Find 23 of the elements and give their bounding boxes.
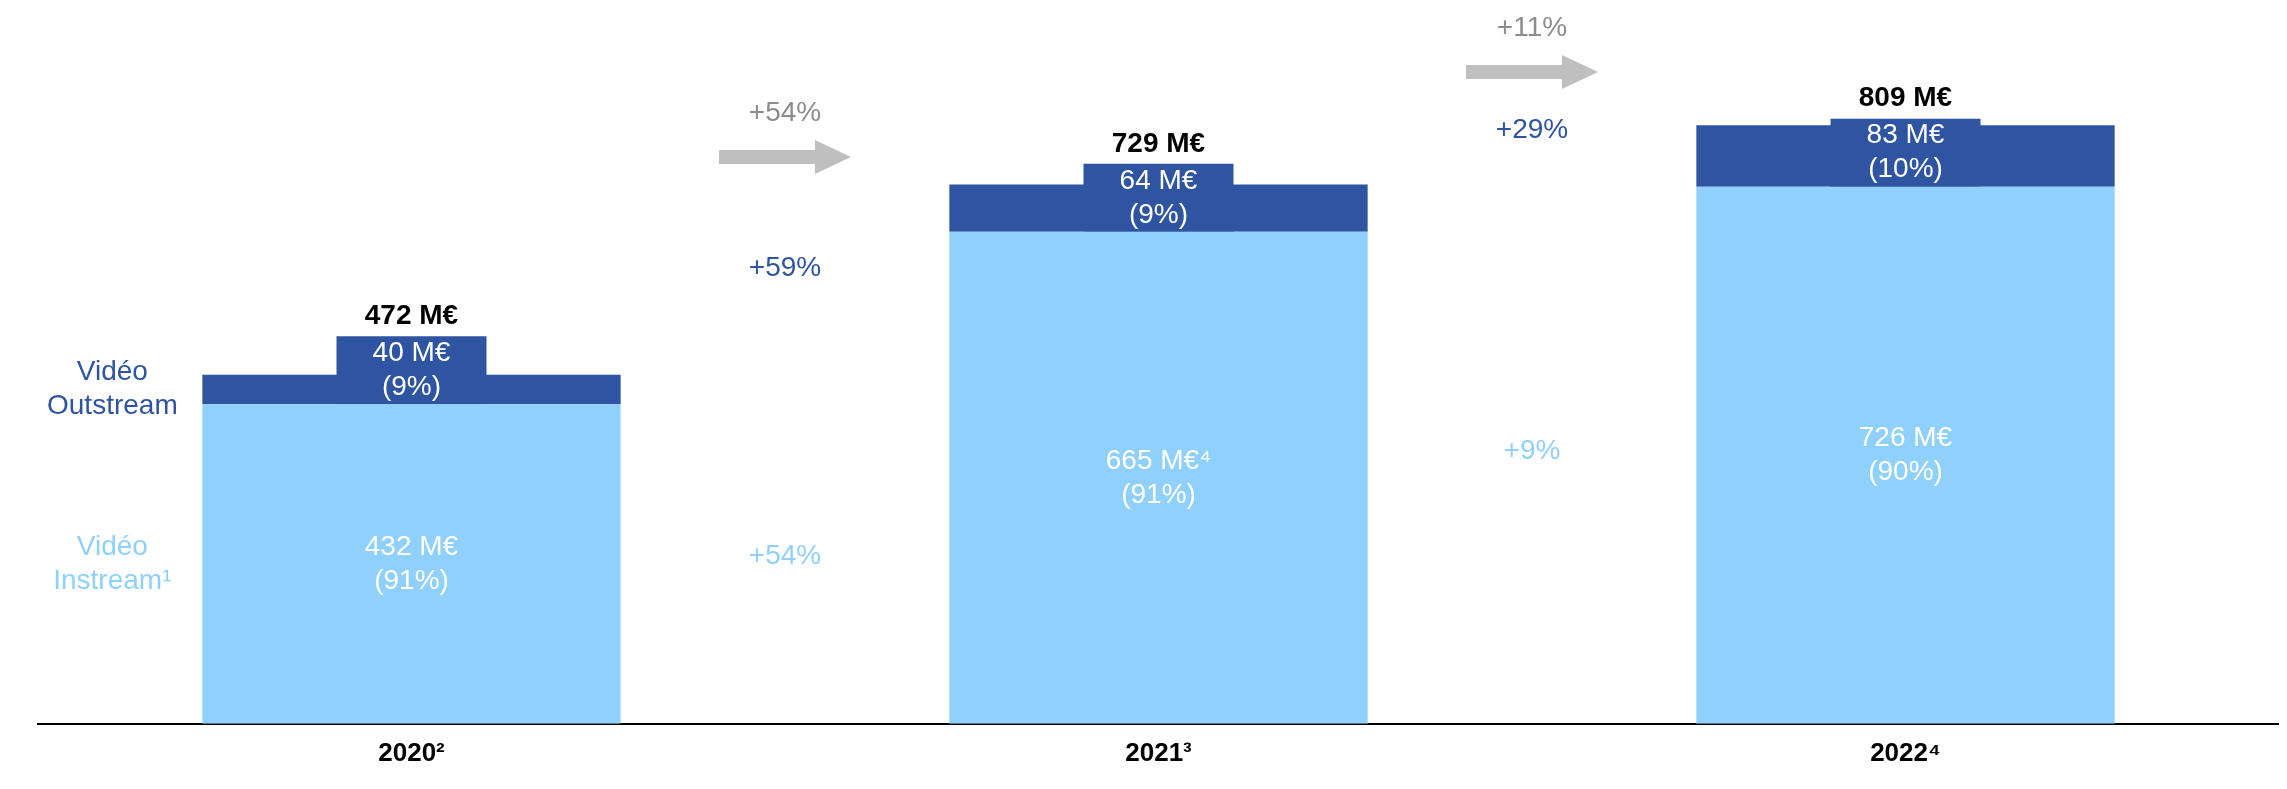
annotation: +9% (1503, 433, 1561, 465)
annotation: +54% (748, 538, 822, 570)
annotation: +54% (748, 95, 822, 127)
data-label: 432 M€ (91%) (364, 529, 459, 595)
total-label: 729 M€ (1111, 126, 1206, 158)
series-label: Vidéo Instream¹ (53, 529, 172, 595)
x-tick-label: 2020² (378, 736, 446, 767)
text: +11% (1496, 10, 1568, 42)
bar (949, 231, 1368, 724)
data-label: 665 M€⁴ (91%) (1105, 443, 1212, 509)
series-label: Vidéo Outstream (46, 355, 178, 421)
bar (202, 404, 621, 724)
data-label: 64 M€ (9%) (1119, 163, 1198, 229)
x-tick-label: 2022⁴ (1870, 736, 1941, 767)
annotation: +29% (1495, 112, 1569, 144)
data-label: 40 M€ (9%) (372, 335, 451, 401)
annotation: +59% (748, 250, 822, 282)
x-tick-label: 2021³ (1125, 736, 1193, 767)
total-label: 809 M€ (1858, 81, 1953, 113)
total-label: 472 M€ (364, 298, 459, 330)
bar (1696, 186, 2115, 724)
data-label: 726 M€ (90%) (1858, 420, 1953, 486)
data-label: 83 M€ (10%) (1866, 118, 1945, 184)
